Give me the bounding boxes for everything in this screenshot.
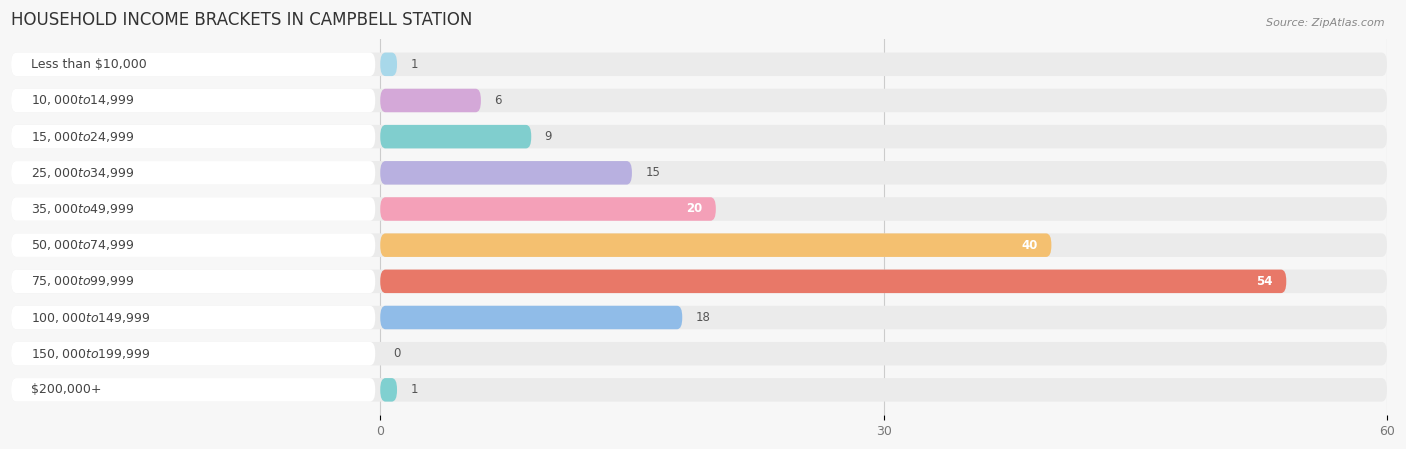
- Text: 0: 0: [394, 347, 401, 360]
- Text: $150,000 to $199,999: $150,000 to $199,999: [31, 347, 150, 361]
- FancyBboxPatch shape: [380, 89, 481, 112]
- Text: 40: 40: [1022, 239, 1038, 252]
- Text: HOUSEHOLD INCOME BRACKETS IN CAMPBELL STATION: HOUSEHOLD INCOME BRACKETS IN CAMPBELL ST…: [11, 11, 472, 29]
- FancyBboxPatch shape: [11, 306, 1386, 329]
- Text: $10,000 to $14,999: $10,000 to $14,999: [31, 93, 135, 107]
- FancyBboxPatch shape: [380, 306, 682, 329]
- Text: 9: 9: [544, 130, 553, 143]
- Text: Source: ZipAtlas.com: Source: ZipAtlas.com: [1267, 18, 1385, 28]
- FancyBboxPatch shape: [11, 161, 1386, 185]
- FancyBboxPatch shape: [11, 269, 1386, 293]
- Text: $15,000 to $24,999: $15,000 to $24,999: [31, 130, 135, 144]
- Text: $100,000 to $149,999: $100,000 to $149,999: [31, 311, 150, 325]
- FancyBboxPatch shape: [11, 378, 375, 401]
- FancyBboxPatch shape: [380, 161, 631, 185]
- FancyBboxPatch shape: [11, 161, 375, 185]
- FancyBboxPatch shape: [11, 342, 1386, 365]
- Text: 20: 20: [686, 202, 703, 216]
- FancyBboxPatch shape: [11, 89, 375, 112]
- FancyBboxPatch shape: [11, 306, 375, 329]
- Text: 1: 1: [411, 383, 418, 396]
- FancyBboxPatch shape: [11, 53, 375, 76]
- FancyBboxPatch shape: [11, 233, 375, 257]
- Text: 6: 6: [495, 94, 502, 107]
- FancyBboxPatch shape: [380, 378, 396, 401]
- FancyBboxPatch shape: [11, 125, 375, 149]
- FancyBboxPatch shape: [11, 125, 1386, 149]
- Text: $25,000 to $34,999: $25,000 to $34,999: [31, 166, 135, 180]
- FancyBboxPatch shape: [11, 89, 1386, 112]
- Text: $35,000 to $49,999: $35,000 to $49,999: [31, 202, 135, 216]
- FancyBboxPatch shape: [380, 125, 531, 149]
- FancyBboxPatch shape: [380, 53, 396, 76]
- FancyBboxPatch shape: [11, 378, 1386, 401]
- FancyBboxPatch shape: [11, 197, 375, 221]
- FancyBboxPatch shape: [11, 342, 375, 365]
- Text: 18: 18: [696, 311, 710, 324]
- FancyBboxPatch shape: [380, 233, 1052, 257]
- Text: 15: 15: [645, 166, 661, 179]
- FancyBboxPatch shape: [11, 233, 1386, 257]
- Text: $50,000 to $74,999: $50,000 to $74,999: [31, 238, 135, 252]
- Text: Less than $10,000: Less than $10,000: [31, 58, 148, 71]
- Text: $200,000+: $200,000+: [31, 383, 101, 396]
- FancyBboxPatch shape: [11, 53, 1386, 76]
- FancyBboxPatch shape: [380, 197, 716, 221]
- FancyBboxPatch shape: [11, 197, 1386, 221]
- FancyBboxPatch shape: [380, 269, 1286, 293]
- Text: 54: 54: [1257, 275, 1272, 288]
- Text: $75,000 to $99,999: $75,000 to $99,999: [31, 274, 135, 288]
- Text: 1: 1: [411, 58, 418, 71]
- FancyBboxPatch shape: [11, 269, 375, 293]
